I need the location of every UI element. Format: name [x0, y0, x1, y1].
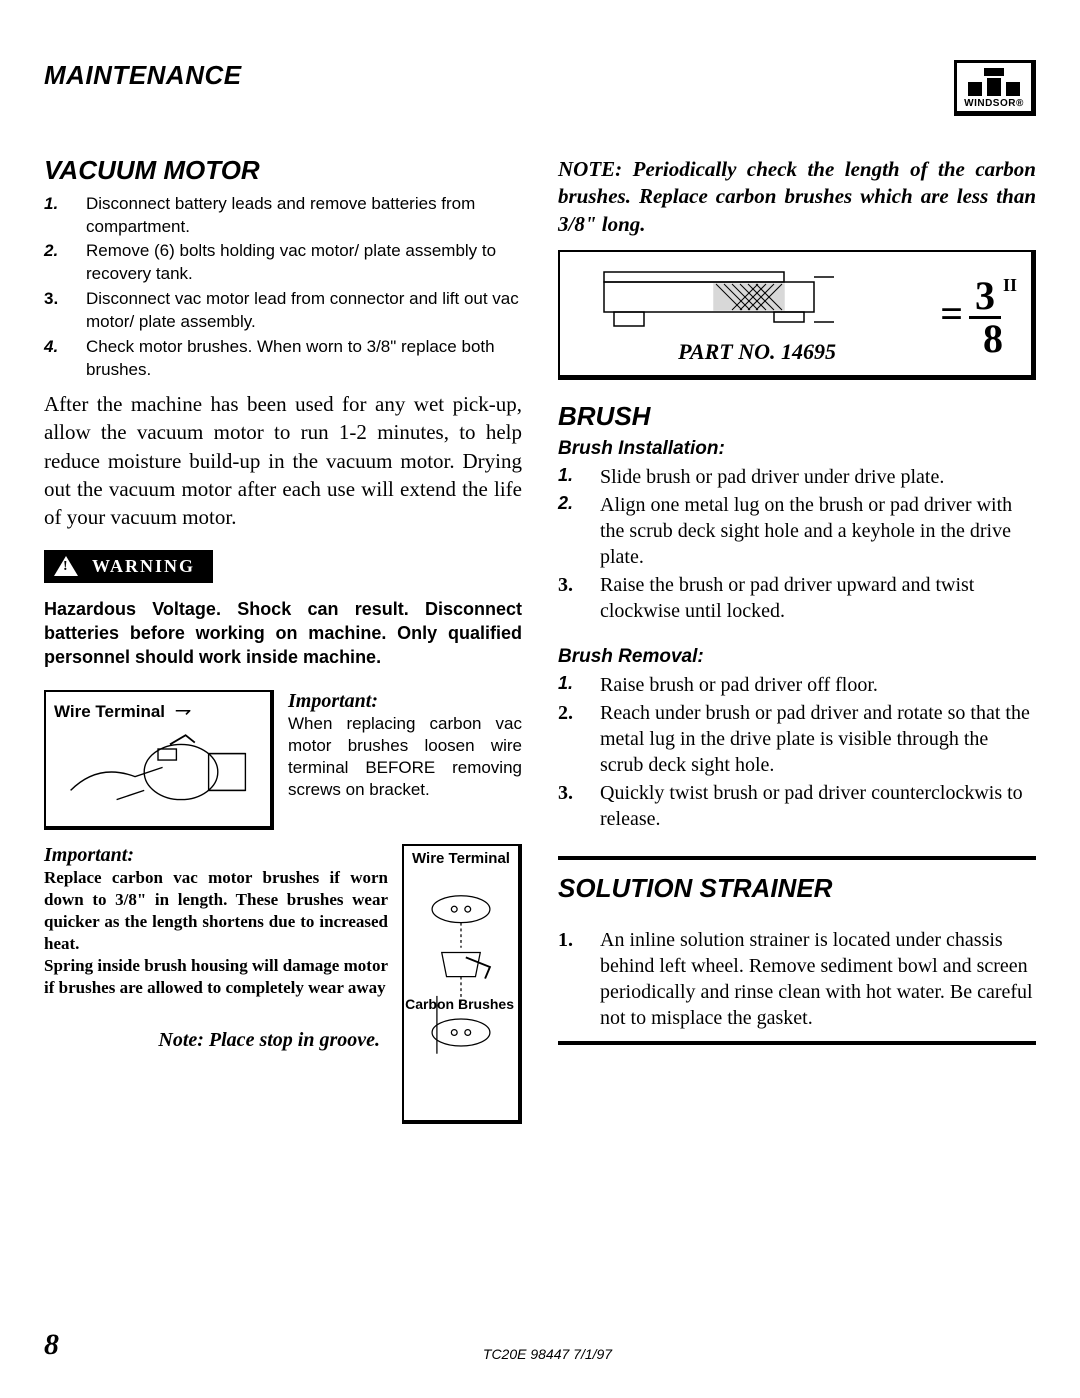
vacuum-motor-heading: VACUUM MOTOR	[44, 156, 522, 185]
brush-heading: BRUSH	[558, 402, 1036, 431]
vacuum-motor-steps: 1.Disconnect battery leads and remove ba…	[44, 193, 522, 383]
step-text: Disconnect battery leads and remove batt…	[86, 193, 522, 239]
brush-install-heading: Brush Installation:	[558, 438, 1036, 460]
right-column: NOTE: Periodically check the length of t…	[558, 156, 1036, 1124]
page-title: MAINTENANCE	[44, 60, 242, 91]
document-id: TC20E 98447 7/1/97	[483, 1346, 612, 1362]
brushes-mid-label: Carbon Brushes	[405, 996, 514, 1012]
step-text: Remove (6) bolts holding vac motor/ plat…	[86, 240, 522, 286]
brush-removal-steps: 1.Raise brush or pad driver off floor. 2…	[558, 672, 1036, 832]
step-text: Raise brush or pad driver off floor.	[600, 672, 1036, 698]
important-text-1: When replacing carbon vac motor brushes …	[288, 713, 522, 801]
solution-strainer-heading: SOLUTION STRAINER	[558, 874, 1036, 903]
step-text: Reach under brush or pad driver and rota…	[600, 700, 1036, 778]
page-number: 8	[44, 1328, 59, 1362]
step-text: Slide brush or pad driver under drive pl…	[600, 464, 1036, 490]
hazard-text: Hazardous Voltage. Shock can result. Dis…	[44, 597, 522, 670]
brush-install-steps: 1.Slide brush or pad driver under drive …	[558, 464, 1036, 624]
page-footer: 8 TC20E 98447 7/1/97	[44, 1328, 1036, 1362]
step-text: An inline solution strainer is located u…	[600, 927, 1036, 1031]
part-figure: PART NO. 14695 = 3II 8	[558, 250, 1036, 380]
step-text: Check motor brushes. When worn to 3/8" r…	[86, 336, 522, 382]
important-heading-1: Important:	[288, 690, 522, 713]
brand-logo: WINDSOR®	[954, 60, 1036, 116]
fraction-3-8: = 3II 8	[940, 276, 1017, 359]
warning-icon	[54, 556, 78, 576]
step-text: Raise the brush or pad driver upward and…	[600, 572, 1036, 624]
divider-bottom	[558, 1041, 1036, 1045]
note-top: NOTE: Periodically check the length of t…	[558, 156, 1036, 238]
logo-text: WINDSOR®	[964, 98, 1024, 109]
important-text-2: Replace carbon vac motor brushes if worn…	[44, 867, 388, 1000]
vacuum-motor-body: After the machine has been used for any …	[44, 390, 522, 532]
part-number: PART NO. 14695	[678, 339, 836, 365]
wire-terminal-figure: Wire Terminal ⇁	[44, 690, 274, 830]
brush-removal-heading: Brush Removal:	[558, 646, 1036, 668]
step-text: Disconnect vac motor lead from connector…	[86, 288, 522, 334]
left-column: VACUUM MOTOR 1.Disconnect battery leads …	[44, 156, 522, 1124]
carbon-brushes-figure: Wire Terminal	[402, 844, 522, 1124]
divider	[558, 856, 1036, 860]
important-heading-2: Important:	[44, 844, 388, 867]
solution-strainer-steps: 1.An inline solution strainer is located…	[558, 927, 1036, 1031]
step-text: Quickly twist brush or pad driver counte…	[600, 780, 1036, 832]
step-text: Align one metal lug on the brush or pad …	[600, 492, 1036, 570]
warning-box: WARNING	[44, 550, 213, 583]
wire-terminal-label: Wire Terminal	[54, 702, 165, 721]
warning-label: WARNING	[92, 556, 195, 577]
note-place-stop: Note: Place stop in groove.	[44, 1029, 388, 1052]
brushes-top-label: Wire Terminal	[408, 850, 514, 867]
